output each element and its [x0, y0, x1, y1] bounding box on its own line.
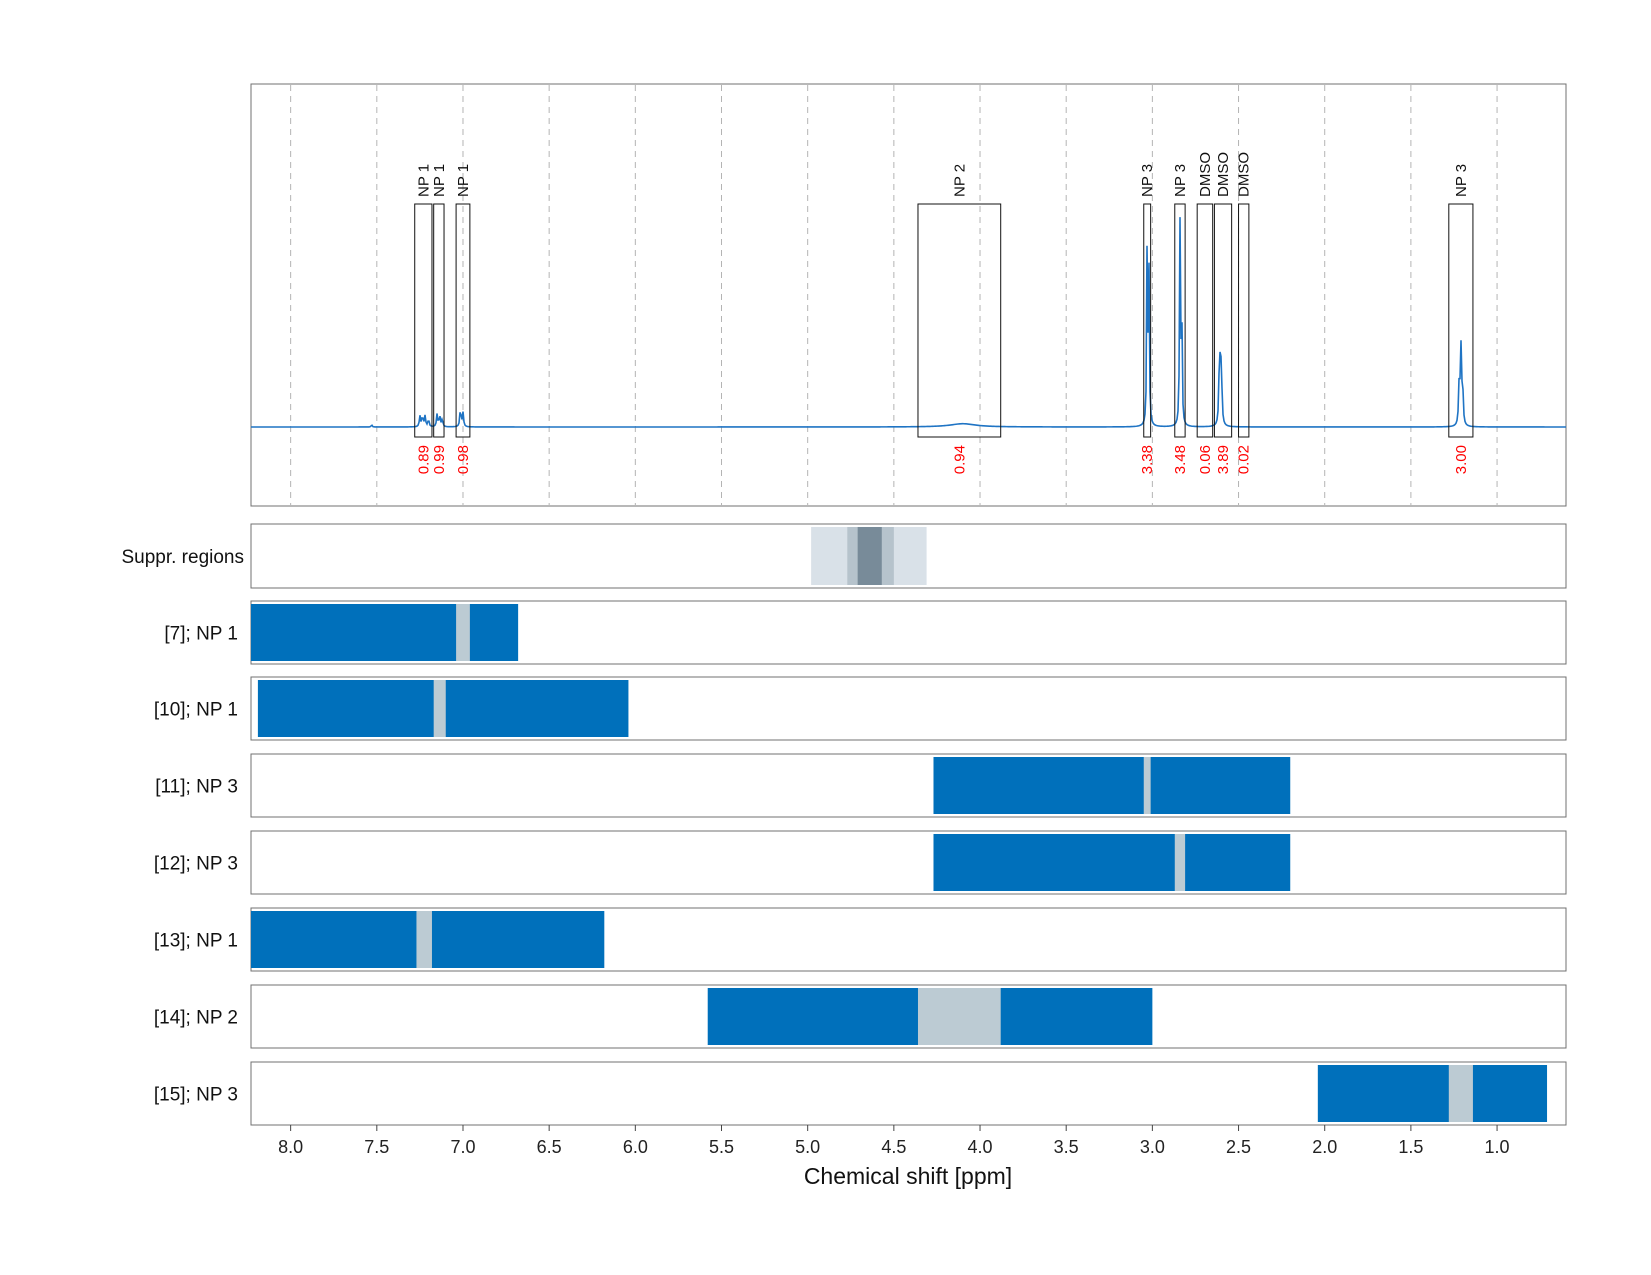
- x-tick-label: 8.0: [278, 1137, 303, 1157]
- x-tick-label: 6.5: [537, 1137, 562, 1157]
- suppression-region: [857, 527, 882, 585]
- track-excluded-bar: [456, 604, 470, 661]
- x-tick-label: 1.0: [1485, 1137, 1510, 1157]
- integral-label: 0.94: [951, 445, 968, 474]
- x-tick-label: 1.5: [1398, 1137, 1423, 1157]
- peak-region-box: [1174, 203, 1186, 438]
- suppression-label: Suppr. regions: [121, 547, 244, 568]
- peak-region-box: [1238, 203, 1250, 438]
- peak-region-box: [917, 203, 1002, 438]
- suppression-track: Suppr. regions: [121, 523, 1567, 589]
- peak-label: NP 3: [1172, 164, 1189, 197]
- integral-label: 0.89: [415, 445, 432, 474]
- peak-label: NP 2: [951, 164, 968, 197]
- annotation-layer: NP 1 0.89 NP 1 0.99 NP 1 0.98 NP 2 0.94 NP 3 3.38…: [414, 152, 1474, 474]
- spectrum-panel: [250, 83, 1567, 507]
- peak-label: DMSO: [1215, 152, 1232, 197]
- track-region-bar: [933, 757, 1291, 814]
- track-region-bar: [933, 834, 1291, 891]
- track-label: [12]; NP 3: [154, 854, 238, 875]
- grid: [290, 85, 1498, 505]
- integral-label: 0.02: [1236, 445, 1253, 474]
- x-axis-title: Chemical shift [ppm]: [804, 1163, 1012, 1189]
- track-excluded-bar: [917, 988, 1001, 1045]
- peak-label: NP 3: [1139, 164, 1156, 197]
- integral-label: 3.48: [1172, 445, 1189, 474]
- peak-label: NP 1: [415, 164, 432, 197]
- track-panel: [250, 830, 1567, 895]
- peak-label: NP 3: [1453, 164, 1470, 197]
- x-axis: 8.0 7.5 7.0 6.5 6.0 5.5 5.0 4.5 4.0 3.5 3.0 2.5 2.0 1…: [278, 1125, 1510, 1157]
- track-excluded-bar: [1174, 834, 1186, 891]
- integral-label: 3.38: [1139, 445, 1156, 474]
- peak-region-box: [455, 203, 471, 438]
- integral-label: 3.00: [1453, 445, 1470, 474]
- track-region-bar: [251, 604, 519, 661]
- track-excluded-bar: [416, 911, 432, 968]
- x-tick-label: 3.0: [1140, 1137, 1165, 1157]
- x-tick-label: 5.5: [709, 1137, 734, 1157]
- x-tick-label: 7.0: [450, 1137, 475, 1157]
- integral-label: 3.89: [1215, 445, 1232, 474]
- track-region-bar: [1317, 1065, 1548, 1122]
- track-label: [13]; NP 1: [154, 931, 238, 952]
- integral-label: 0.98: [455, 445, 472, 474]
- x-tick-label: 2.0: [1312, 1137, 1337, 1157]
- peak-region-box: [1448, 203, 1474, 438]
- track-label: [10]; NP 1: [154, 700, 238, 721]
- track-excluded-bar: [1448, 1065, 1473, 1122]
- peak-region-box: [414, 203, 433, 438]
- x-tick-label: 4.5: [881, 1137, 906, 1157]
- track-label: [11]; NP 3: [155, 777, 238, 798]
- track-excluded-bar: [433, 680, 446, 737]
- integral-label: 0.06: [1197, 445, 1214, 474]
- x-tick-label: 2.5: [1226, 1137, 1251, 1157]
- peak-label: NP 1: [455, 164, 472, 197]
- x-tick-label: 6.0: [623, 1137, 648, 1157]
- peak-region-box: [433, 203, 445, 438]
- peak-region-box: [1213, 203, 1233, 438]
- track-excluded-bar: [1143, 757, 1151, 814]
- x-tick-label: 4.0: [968, 1137, 993, 1157]
- track-label: [14]; NP 2: [154, 1008, 238, 1029]
- peak-region-box: [1143, 203, 1152, 438]
- peak-region-box: [1196, 203, 1214, 438]
- peak-label: NP 1: [431, 164, 448, 197]
- integral-label: 0.99: [431, 445, 448, 474]
- track-label: [7]; NP 1: [164, 624, 238, 645]
- x-tick-label: 3.5: [1054, 1137, 1079, 1157]
- x-tick-label: 7.5: [364, 1137, 389, 1157]
- x-tick-label: 5.0: [795, 1137, 820, 1157]
- peak-label: DMSO: [1236, 152, 1253, 197]
- region-tracks: [7]; NP 1 [10]; NP 1 [11]; NP 3 [12]; NP 3 […: [154, 600, 1567, 1126]
- track-label: [15]; NP 3: [154, 1085, 238, 1106]
- peak-label: DMSO: [1197, 152, 1214, 197]
- track-panel: [250, 753, 1567, 818]
